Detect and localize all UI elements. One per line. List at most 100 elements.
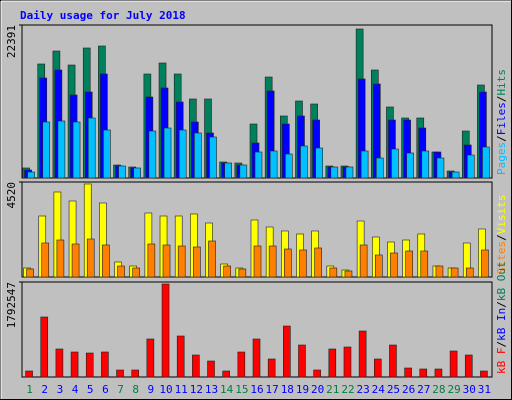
x-tick-label: 1 [26, 383, 33, 396]
bar [85, 352, 94, 378]
bar [72, 121, 81, 179]
bar [40, 316, 49, 378]
bar [41, 242, 50, 278]
x-tick-label: 2 [41, 383, 48, 396]
bar [328, 348, 337, 378]
bar [132, 267, 141, 278]
x-tick-label: 20 [311, 383, 324, 396]
bar [209, 136, 217, 179]
bar [26, 268, 34, 278]
bar [329, 267, 338, 278]
bar [42, 121, 51, 179]
bar [57, 120, 66, 179]
x-tick-label: 25 [387, 383, 400, 396]
bar [420, 250, 429, 278]
bar [163, 127, 172, 179]
bar [390, 252, 398, 278]
bar [148, 130, 157, 179]
bar [238, 268, 247, 278]
bar [223, 265, 231, 278]
legend-entry: kB In [495, 308, 508, 341]
bar [131, 369, 140, 378]
chart-title: Daily usage for July 2018 [20, 9, 186, 22]
bar [285, 153, 293, 179]
bar [267, 358, 276, 378]
bar [161, 283, 170, 378]
bar [480, 370, 488, 378]
bar [330, 166, 339, 179]
bar [345, 166, 354, 179]
x-tick-label: 21 [326, 383, 339, 396]
bar [239, 164, 248, 179]
bar [25, 370, 33, 378]
bar [252, 338, 261, 378]
x-tick-label: 24 [372, 383, 386, 396]
bar [162, 244, 171, 278]
bar [373, 358, 382, 378]
bar [481, 249, 489, 278]
bar [87, 117, 96, 179]
x-tick-label: 30 [463, 383, 476, 396]
bar [466, 154, 475, 179]
x-tick-label: 8 [132, 383, 139, 396]
bar [283, 325, 291, 378]
bar [193, 246, 201, 278]
bar [315, 147, 323, 179]
bar [360, 150, 369, 179]
bar [421, 150, 430, 179]
bar [359, 244, 368, 278]
bar [178, 129, 187, 179]
bar [450, 267, 459, 278]
x-tick-label: 26 [402, 383, 415, 396]
bar [177, 245, 186, 278]
bar [253, 245, 262, 278]
bar [313, 369, 321, 378]
x-tick-label: 7 [117, 383, 124, 396]
bar [194, 132, 202, 179]
x-tick-label: 15 [235, 383, 248, 396]
bar [237, 351, 246, 378]
bar [465, 267, 474, 278]
legend-separator: / [495, 301, 508, 308]
bar [298, 344, 306, 378]
bar [101, 351, 109, 378]
x-tick-label: 3 [57, 383, 64, 396]
bar [464, 354, 473, 378]
bar [436, 157, 445, 179]
bar [375, 157, 384, 179]
bar [27, 171, 35, 179]
x-tick-label: 23 [357, 383, 370, 396]
bar [133, 167, 142, 179]
bar [391, 148, 399, 179]
legend: Sites/Visits [495, 195, 508, 275]
x-tick-label: 14 [220, 383, 234, 396]
bar [344, 270, 353, 278]
bar [406, 152, 414, 179]
bar [268, 245, 277, 278]
legend: Pages/Files/Hits [495, 69, 508, 175]
bar [374, 254, 383, 278]
bar [449, 350, 458, 378]
legend-entry: Files [495, 102, 508, 135]
x-tick-label: 18 [281, 383, 294, 396]
x-tick-label: 28 [432, 383, 445, 396]
bar [434, 368, 443, 378]
x-tick-label: 12 [190, 383, 203, 396]
legend-entry: Visits [495, 195, 508, 235]
y-tick-label: 1792547 [5, 282, 18, 328]
bar [117, 265, 125, 278]
bar [284, 248, 292, 278]
legend-separator: / [495, 96, 508, 103]
x-tick-label: 9 [148, 383, 155, 396]
bar [314, 247, 322, 278]
bar [55, 348, 64, 378]
bar [116, 369, 124, 378]
x-tick-label: 22 [341, 383, 354, 396]
bar [222, 370, 230, 378]
bar [254, 151, 263, 179]
bar [102, 244, 110, 278]
legend-separator: / [495, 341, 508, 348]
bar [208, 240, 216, 278]
legend: kB F/kB In/kB Out [495, 261, 508, 374]
